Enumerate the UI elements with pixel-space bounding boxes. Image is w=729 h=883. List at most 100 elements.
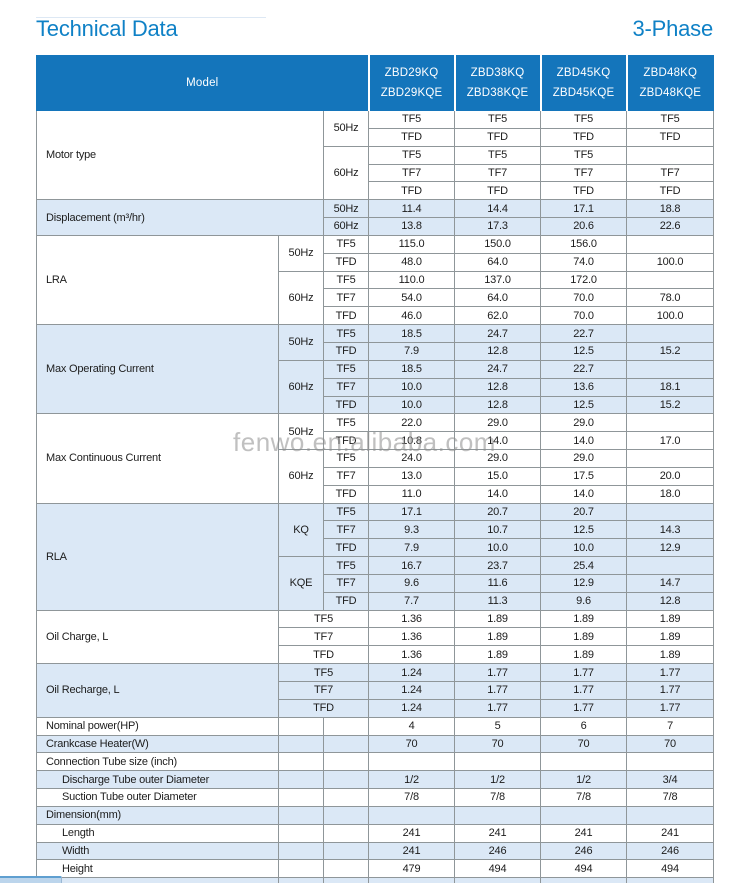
table-row: TFD 7.7 11.3 9.6 12.8 <box>37 591 715 611</box>
table-row: KQE TF5 16.7 23.7 25.4 <box>37 556 715 611</box>
value-cell: 3/4 <box>626 770 715 790</box>
sub-label-cell <box>278 716 324 736</box>
value-cell: 29.0 <box>540 413 628 433</box>
value-cell: 10.7 <box>454 520 542 540</box>
table-row: 60Hz TF5 110.0 137.0 172.0 <box>37 270 715 326</box>
value-cell: 14.0 <box>540 431 628 451</box>
sub-label-cell: TF5 <box>322 270 370 290</box>
value-cell: 70.0 <box>540 288 628 308</box>
table-row: TFD TFD TFD TFD <box>37 127 715 147</box>
value-cell: 110.0 <box>368 270 456 290</box>
value-cell <box>368 805 456 825</box>
value-cell: 46.0 <box>368 306 456 326</box>
value-cell: 1.89 <box>540 627 628 647</box>
value-cell: 9.3 <box>368 520 456 540</box>
value-cell <box>626 359 715 379</box>
row-label-cell: LRA <box>36 234 279 326</box>
value-cell: 12.5 <box>540 520 628 540</box>
value-cell: TF5 <box>540 145 628 165</box>
value-cell: 70.0 <box>540 306 628 326</box>
row-label-cell: Length <box>36 823 279 843</box>
value-cell: 1.24 <box>368 681 456 700</box>
value-cell: 17.1 <box>540 199 628 219</box>
sub-label-cell: TF5 <box>322 234 370 254</box>
value-cell: 10.0 <box>368 377 456 397</box>
table-row: Length 241 241 241 241 <box>36 823 715 843</box>
value-cell: 29.0 <box>454 413 542 433</box>
sub-label-cell: 50Hz <box>278 324 324 361</box>
value-cell: 1.77 <box>540 663 628 682</box>
value-cell: 6 <box>540 716 628 736</box>
table-row: RLA KQ TF5 17.1 20.7 20.7 <box>36 502 715 611</box>
table-row: TFD TFD TFD TFD <box>37 181 715 201</box>
sub-label-cell <box>278 859 324 879</box>
value-cell: 150.0 <box>454 234 542 254</box>
sub-label-cell <box>322 823 370 843</box>
table-row: Max Operating Current 50Hz TF5 18.5 24.7 22.7 <box>36 324 715 415</box>
value-cell <box>454 752 542 772</box>
value-cell: TFD <box>368 127 456 147</box>
model-name: ZBD29KQE <box>380 87 443 99</box>
table-row: LRA 50Hz TF5 115.0 150.0 156.0 <box>36 234 715 326</box>
model-name: ZBD38KQE <box>466 87 529 99</box>
value-cell: 494 <box>540 859 628 879</box>
table-row: Dimension(mm) <box>36 805 715 825</box>
value-cell: 48.0 <box>368 252 456 272</box>
sub-label-cell <box>322 788 370 807</box>
value-cell <box>454 805 542 825</box>
value-cell: 12.9 <box>626 538 715 558</box>
value-cell: TF7 <box>368 163 456 183</box>
sub-label-cell: TFD <box>322 591 370 611</box>
model-name: ZBD38KQ <box>470 67 525 79</box>
top-rule-artifact <box>36 17 266 18</box>
value-cell: 1.77 <box>454 681 542 700</box>
value-cell: 1.89 <box>540 645 628 665</box>
value-cell: 4 <box>368 716 456 736</box>
value-cell <box>626 145 715 165</box>
table-row: Discharge Tube outer Diameter 1/2 1/2 1/2 3/… <box>36 770 715 790</box>
value-cell: 24.7 <box>454 324 542 343</box>
value-cell: 17.1 <box>368 502 456 522</box>
value-cell: 1.36 <box>368 609 456 629</box>
value-cell: 54.0 <box>368 288 456 308</box>
value-cell: 22.0 <box>368 413 456 433</box>
model-column-header: ZBD38KQ ZBD38KQE <box>453 55 542 111</box>
value-cell: 1.77 <box>626 681 715 700</box>
sub-label-cell: TFD <box>322 484 370 504</box>
sub-label-cell: TF7 <box>322 573 370 593</box>
row-label-cell: Height <box>36 859 279 879</box>
sub-label-cell: TFD <box>322 538 370 558</box>
value-cell: 1.36 <box>368 645 456 665</box>
value-cell: 1.77 <box>540 698 628 718</box>
value-cell: 241 <box>368 823 456 843</box>
value-cell: 1.89 <box>626 627 715 647</box>
model-column-header: ZBD45KQ ZBD45KQE <box>539 55 628 111</box>
value-cell: 70 <box>368 734 456 754</box>
value-cell: 1.24 <box>368 698 456 718</box>
value-cell: 1.24 <box>368 663 456 682</box>
value-cell: 10.0 <box>454 538 542 558</box>
row-label-cell <box>36 877 279 883</box>
value-cell: TF5 <box>540 110 628 129</box>
value-cell: 1.89 <box>454 609 542 629</box>
value-cell: TFD <box>540 181 628 201</box>
row-label-cell: Motor type <box>36 109 324 201</box>
row-label-cell: Dimension(mm) <box>36 805 279 825</box>
sub-label-cell: TFD <box>277 698 370 718</box>
value-cell: 7/8 <box>454 788 542 807</box>
table-row: TFD 10.8 14.0 14.0 17.0 <box>37 431 715 451</box>
row-label-cell: Nominal power(HP) <box>36 716 279 736</box>
value-cell: 23.7 <box>454 556 542 575</box>
model-name: ZBD48KQ <box>643 67 698 79</box>
value-cell <box>626 502 715 522</box>
value-cell <box>368 877 456 883</box>
sub-label-cell <box>322 716 370 736</box>
value-cell: 1.89 <box>540 609 628 629</box>
table-header-row: Model ZBD29KQ ZBD29KQE ZBD38KQ ZBD38KQE ZBD45… <box>35 55 715 111</box>
value-cell: 14.4 <box>454 199 542 219</box>
value-cell: 7.9 <box>368 341 456 361</box>
value-cell: TF7 <box>540 163 628 183</box>
value-cell: 12.8 <box>454 341 542 361</box>
table-row: 60Hz 13.8 17.3 20.6 22.6 <box>37 217 715 236</box>
row-label-cell: Crankcase Heater(W) <box>36 734 279 754</box>
